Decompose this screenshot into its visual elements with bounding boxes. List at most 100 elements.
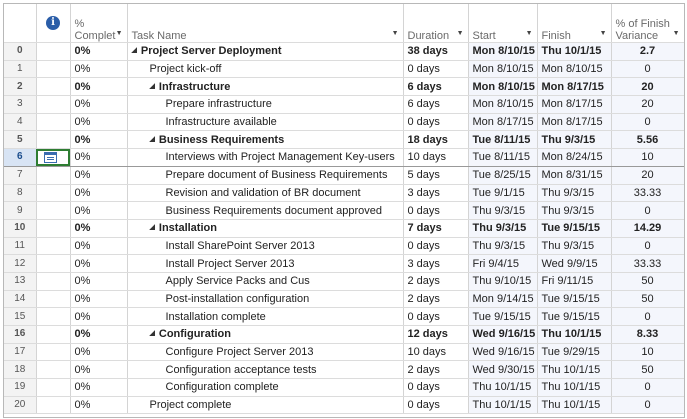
finish-cell[interactable]: Thu 10/1/15 [537,378,612,397]
variance-cell[interactable]: 0 [611,307,684,326]
task-row[interactable]: 10 0% ◢ Installation 7 days Thu 9/3/15 Tue 9/1… [4,219,684,238]
task-name-cell[interactable]: Interviews with Project Management Key-u… [127,148,404,167]
row-number[interactable]: 19 [4,378,37,397]
start-header[interactable]: Start ▼ [468,4,538,43]
task-name-cell[interactable]: Configure Project Server 2013 [127,343,404,362]
duration-cell[interactable]: 7 days [403,219,469,238]
indicator-cell[interactable] [36,360,71,380]
finish-cell[interactable]: Thu 9/3/15 [537,237,612,256]
pct-complete-cell[interactable]: 0% [70,396,128,415]
pct-complete-cell[interactable]: 0% [70,325,128,344]
task-row[interactable]: 0 0% ◢ Project Server Deployment 38 days Mon … [4,42,684,61]
variance-cell[interactable]: 20 [611,77,684,97]
row-number[interactable]: 0 [4,42,37,61]
task-name-header[interactable]: Task Name ▼ [127,4,404,43]
start-cell[interactable]: Thu 9/3/15 [468,201,538,220]
indicator-cell[interactable] [36,396,71,415]
task-row[interactable]: 18 0% Configuration acceptance tests 2 days… [4,360,684,380]
row-number[interactable]: 6 [4,148,37,167]
chevron-down-icon[interactable]: ▼ [599,30,607,37]
indicator-cell[interactable] [36,148,71,167]
indicator-cell[interactable] [36,325,71,344]
collapse-triangle-icon[interactable]: ◢ [149,224,155,232]
row-number[interactable]: 3 [4,95,37,114]
duration-cell[interactable]: 0 days [403,378,469,397]
pct-complete-cell[interactable]: 0% [70,42,128,61]
duration-cell[interactable]: 0 days [403,113,469,132]
chevron-down-icon[interactable]: ▼ [456,30,464,37]
task-row[interactable]: 11 0% Install SharePoint Server 2013 0 days… [4,237,684,256]
row-number[interactable]: 7 [4,166,37,185]
pct-complete-cell[interactable]: 0% [70,343,128,362]
task-name-cell[interactable]: Apply Service Packs and Cus [127,272,404,291]
variance-cell[interactable]: 0 [611,113,684,132]
finish-cell[interactable]: Thu 9/3/15 [537,130,612,150]
indicator-cell[interactable] [36,77,71,97]
pct-complete-cell[interactable]: 0% [70,290,128,309]
task-row[interactable]: 1 0% Project kick-off 0 days Mon 8/10/15 Mon … [4,60,684,79]
pct-complete-cell[interactable]: 0% [70,254,128,273]
calendar-indicator-icon[interactable] [43,152,57,164]
task-row[interactable]: 7 0% Prepare document of Business Requirem… [4,166,684,185]
finish-cell[interactable]: Thu 9/3/15 [537,184,612,203]
task-name-cell[interactable]: Revision and validation of BR document [127,184,404,203]
variance-cell[interactable]: 0 [611,60,684,79]
task-row[interactable]: 17 0% Configure Project Server 2013 10 days… [4,343,684,362]
pct-complete-cell[interactable]: 0% [70,166,128,185]
task-name-cell[interactable]: Prepare infrastructure [127,95,404,114]
indicator-cell[interactable] [36,113,71,132]
start-cell[interactable]: Mon 9/14/15 [468,290,538,309]
finish-cell[interactable]: Mon 8/24/15 [537,148,612,167]
duration-cell[interactable]: 18 days [403,130,469,150]
chevron-down-icon[interactable]: ▼ [391,30,399,37]
task-name-cell[interactable]: Business Requirements document approved [127,201,404,220]
task-row[interactable]: 9 0% Business Requirements document approv… [4,201,684,220]
task-name-cell[interactable]: Configuration acceptance tests [127,360,404,380]
row-number[interactable]: 17 [4,343,37,362]
task-name-cell[interactable]: Configuration complete [127,378,404,397]
start-cell[interactable]: Thu 10/1/15 [468,378,538,397]
finish-cell[interactable]: Mon 8/17/15 [537,77,612,97]
finish-cell[interactable]: Tue 9/29/15 [537,343,612,362]
indicator-cell[interactable] [36,272,71,291]
task-name-cell[interactable]: Installation complete [127,307,404,326]
finish-cell[interactable]: Thu 9/3/15 [537,201,612,220]
start-cell[interactable]: Tue 8/11/15 [468,148,538,167]
finish-cell[interactable]: Thu 10/1/15 [537,396,612,415]
collapse-triangle-icon[interactable]: ◢ [149,82,155,90]
variance-header[interactable]: % of Finish Variance ▼ [611,4,684,43]
duration-cell[interactable]: 2 days [403,360,469,380]
task-name-cell[interactable]: Install SharePoint Server 2013 [127,237,404,256]
variance-cell[interactable]: 33.33 [611,254,684,273]
row-number-header[interactable] [4,4,37,43]
variance-cell[interactable]: 5.56 [611,130,684,150]
start-cell[interactable]: Thu 10/1/15 [468,396,538,415]
indicator-cell[interactable] [36,95,71,114]
variance-cell[interactable]: 33.33 [611,184,684,203]
variance-cell[interactable]: 14.29 [611,219,684,238]
row-number[interactable]: 2 [4,77,37,97]
duration-cell[interactable]: 0 days [403,396,469,415]
row-number[interactable]: 8 [4,184,37,203]
task-name-cell[interactable]: Project kick-off [127,60,404,79]
start-cell[interactable]: Mon 8/10/15 [468,60,538,79]
pct-complete-header[interactable]: % Complet ▼ [70,4,128,43]
pct-complete-cell[interactable]: 0% [70,95,128,114]
task-name-cell[interactable]: Prepare document of Business Requirement… [127,166,404,185]
variance-cell[interactable]: 8.33 [611,325,684,344]
duration-cell[interactable]: 3 days [403,184,469,203]
finish-cell[interactable]: Thu 10/1/15 [537,325,612,344]
task-row[interactable]: 12 0% Install Project Server 2013 3 days Fri… [4,254,684,273]
indicator-cell[interactable] [36,290,71,309]
start-cell[interactable]: Fri 9/4/15 [468,254,538,273]
indicator-cell[interactable] [36,219,71,238]
pct-complete-cell[interactable]: 0% [70,60,128,79]
indicator-cell[interactable] [36,201,71,220]
start-cell[interactable]: Mon 8/10/15 [468,42,538,61]
start-cell[interactable]: Wed 9/16/15 [468,343,538,362]
duration-cell[interactable]: 12 days [403,325,469,344]
finish-cell[interactable]: Mon 8/31/15 [537,166,612,185]
duration-cell[interactable]: 0 days [403,201,469,220]
start-cell[interactable]: Thu 9/10/15 [468,272,538,291]
finish-cell[interactable]: Fri 9/11/15 [537,272,612,291]
